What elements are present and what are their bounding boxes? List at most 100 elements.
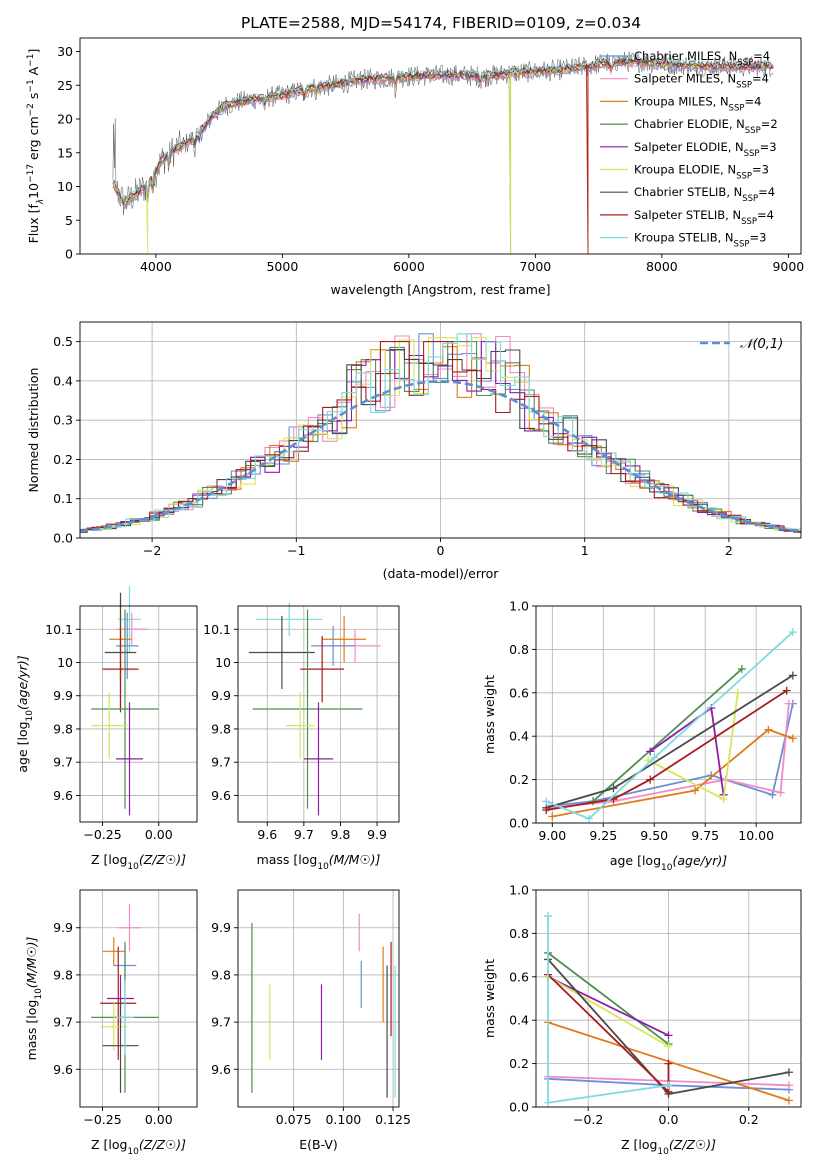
x-tick-label: 0.075 <box>276 1112 312 1127</box>
x-tick-label: 9.8 <box>331 827 351 842</box>
x-tick-label: 7000 <box>519 259 551 274</box>
label-part: 10 <box>34 988 44 1000</box>
weight-point-marker <box>542 797 551 806</box>
x-tick-label: −0.2 <box>573 1112 603 1127</box>
x-tick-label: −2 <box>143 543 161 558</box>
weight-series-line <box>552 728 794 818</box>
label-part: age [log <box>610 853 661 868</box>
z-mass-panel: −0.25 0.009.69.79.89.9Z [log10(Z/Z☉)]mass… <box>24 889 198 1157</box>
model-spectrum-line <box>112 55 774 255</box>
legend-entry: Salpeter STELIB, NSSP=4 <box>634 208 774 227</box>
model-spectrum-line <box>112 55 774 203</box>
y-tick-label: 0.8 <box>509 926 529 941</box>
x-tick-label: 0.125 <box>375 1112 411 1127</box>
y-tick-label: 15 <box>57 145 73 160</box>
x-tick-label: 9000 <box>772 259 804 274</box>
weight-series-line <box>547 976 669 1047</box>
x-tick-label: 4000 <box>140 259 172 274</box>
y-tick-label: 9.6 <box>53 788 73 803</box>
weight-series-line <box>545 631 794 820</box>
z-age-y-axis-label: age [log10(age/yr)] <box>15 655 35 772</box>
z-mass-y-axis-label: mass [log10(M/M☉)] <box>24 936 44 1060</box>
x-tick-label: 9.7 <box>294 827 314 842</box>
weight-point-marker <box>542 805 551 814</box>
weight-point-marker <box>664 1081 673 1090</box>
y-tick-label: 0.3 <box>53 413 73 428</box>
y-tick-label: 0.4 <box>509 1013 529 1028</box>
label-part: (age/yr)] <box>672 853 727 868</box>
y-tick-label: 9.8 <box>211 721 231 736</box>
axes-frame <box>79 889 198 1108</box>
y-tick-label: 0.6 <box>509 969 529 984</box>
label-part: −1 <box>26 54 36 67</box>
label-part: 10 <box>25 710 35 722</box>
y-tick-label: 10.1 <box>203 622 231 637</box>
legend-entry: 𝒩(0,1) <box>740 337 783 352</box>
z-weight-y-axis-label: mass weight <box>482 959 497 1038</box>
y-tick-label: 9.7 <box>53 1015 73 1030</box>
weight-series-line <box>647 692 739 801</box>
legend-suffix: =4 <box>744 94 761 108</box>
x-tick-label: 0.2 <box>739 1112 759 1127</box>
weight-point-marker <box>788 671 797 680</box>
legend-entry: Chabrier STELIB, NSSP=4 <box>634 185 775 204</box>
y-tick-label: 9.9 <box>53 688 73 703</box>
label-part: Z [log <box>91 852 127 867</box>
axes-frame <box>535 605 802 824</box>
x-tick-label: 1 <box>581 543 589 558</box>
label-part: 10 <box>127 1147 139 1157</box>
x-tick-label: 8000 <box>646 259 678 274</box>
axes-frame <box>79 37 802 255</box>
legend-suffix: =4 <box>753 49 770 63</box>
y-tick-label: 0.2 <box>53 452 73 467</box>
legend-suffix: =3 <box>752 163 769 177</box>
age-weight-y-axis-label: mass weight <box>482 675 497 754</box>
weight-point-marker <box>784 1096 793 1105</box>
legend-name: Chabrier MILES, N <box>634 49 737 63</box>
x-tick-label: 0.00 <box>145 827 173 842</box>
axes-frame <box>237 605 400 823</box>
label-part: (Z/Z☉)] <box>669 1137 716 1152</box>
x-tick-label: 9.00 <box>538 828 566 843</box>
legend-name: Salpeter MILES, N <box>634 72 736 86</box>
y-tick-label: 20 <box>57 112 73 127</box>
x-tick-label: 9.50 <box>640 828 668 843</box>
histogram-series <box>82 337 801 532</box>
x-tick-label: 5000 <box>266 259 298 274</box>
weight-series-line <box>547 975 669 1037</box>
spectrum-x-axis-label: wavelength [Angstrom, rest frame] <box>330 282 550 297</box>
y-tick-label: 0.6 <box>509 685 529 700</box>
weight-point-marker <box>664 1031 673 1040</box>
y-tick-label: 1.0 <box>509 599 529 614</box>
ebv-mass-x-axis-label: E(B-V) <box>299 1137 338 1152</box>
legend-name: Salpeter STELIB, N <box>634 208 741 222</box>
x-tick-label: −0.25 <box>83 1112 121 1127</box>
x-tick-label: 0.100 <box>325 1112 361 1127</box>
weight-point-marker <box>788 734 797 743</box>
legend-name: Salpeter ELODIE, N <box>634 140 744 154</box>
label-part: 10 <box>317 862 329 872</box>
y-tick-label: 0.0 <box>509 1100 529 1115</box>
y-tick-label: 10.1 <box>45 622 73 637</box>
y-tick-label: 9.6 <box>211 788 231 803</box>
legend-entry: Kroupa MILES, NSSP=4 <box>634 94 761 113</box>
weight-point-marker <box>788 628 797 637</box>
y-tick-label: 10 <box>57 655 73 670</box>
x-tick-label: 9.75 <box>691 828 719 843</box>
label-part: mass [log <box>24 1000 39 1061</box>
weight-point-marker <box>784 699 793 708</box>
y-tick-label: 9.6 <box>211 1062 231 1077</box>
y-tick-label: 30 <box>57 44 73 59</box>
y-tick-label: 9.7 <box>211 1015 231 1030</box>
label-part: −2 <box>26 103 36 116</box>
label-part: 10 <box>657 1147 669 1157</box>
y-tick-label: 0 <box>65 247 73 262</box>
weight-point-marker <box>609 784 618 793</box>
y-tick-label: 0.8 <box>509 642 529 657</box>
y-tick-label: 0.2 <box>509 1056 529 1071</box>
x-tick-label: −1 <box>287 543 305 558</box>
x-tick-label: 9.6 <box>257 827 277 842</box>
y-tick-label: 0.0 <box>53 531 73 546</box>
label-part: (Z/Z☉)] <box>139 852 186 867</box>
